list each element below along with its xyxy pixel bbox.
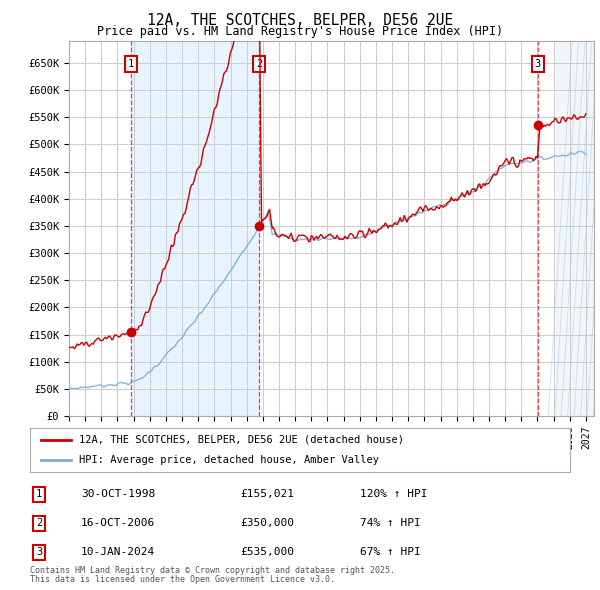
Text: £155,021: £155,021 (240, 490, 294, 499)
Text: 16-OCT-2006: 16-OCT-2006 (81, 519, 155, 528)
Bar (131, 41, 259, 416)
Text: 1: 1 (36, 490, 42, 499)
Text: 1: 1 (128, 59, 134, 69)
Bar (556, 41, 594, 416)
Text: This data is licensed under the Open Government Licence v3.0.: This data is licensed under the Open Gov… (30, 575, 335, 584)
Text: 3: 3 (535, 59, 541, 69)
Text: 120% ↑ HPI: 120% ↑ HPI (360, 490, 427, 499)
Text: £350,000: £350,000 (240, 519, 294, 528)
Text: 2: 2 (256, 59, 263, 69)
Text: Price paid vs. HM Land Registry's House Price Index (HPI): Price paid vs. HM Land Registry's House … (97, 25, 503, 38)
Text: HPI: Average price, detached house, Amber Valley: HPI: Average price, detached house, Ambe… (79, 455, 379, 465)
Text: 10-JAN-2024: 10-JAN-2024 (81, 548, 155, 557)
Text: Contains HM Land Registry data © Crown copyright and database right 2025.: Contains HM Land Registry data © Crown c… (30, 566, 395, 575)
Text: 12A, THE SCOTCHES, BELPER, DE56 2UE: 12A, THE SCOTCHES, BELPER, DE56 2UE (147, 13, 453, 28)
Text: 74% ↑ HPI: 74% ↑ HPI (360, 519, 421, 528)
Text: 30-OCT-1998: 30-OCT-1998 (81, 490, 155, 499)
Text: 67% ↑ HPI: 67% ↑ HPI (360, 548, 421, 557)
Text: 2: 2 (36, 519, 42, 528)
Text: 12A, THE SCOTCHES, BELPER, DE56 2UE (detached house): 12A, THE SCOTCHES, BELPER, DE56 2UE (det… (79, 435, 404, 445)
Text: £535,000: £535,000 (240, 548, 294, 557)
Text: 3: 3 (36, 548, 42, 557)
